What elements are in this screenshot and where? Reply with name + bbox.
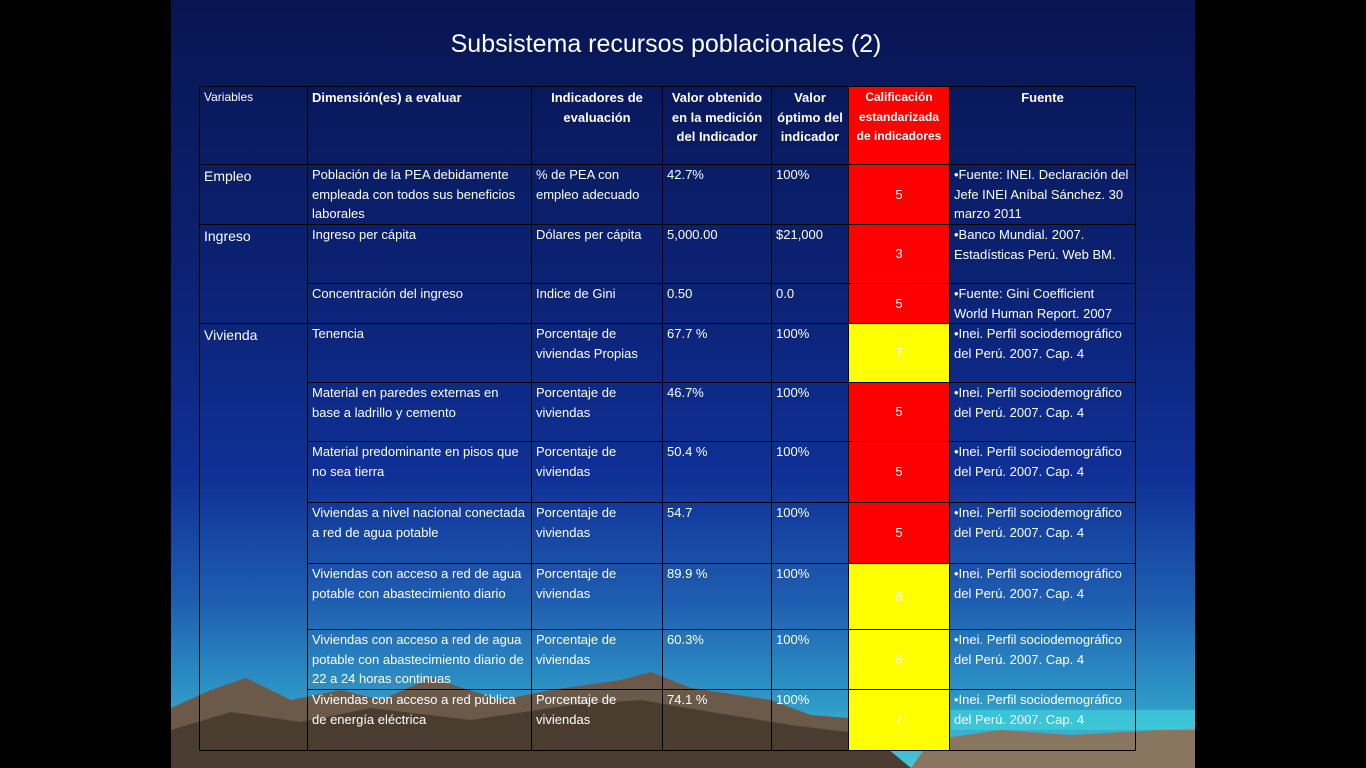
value-cell: 5,000.00 [662,224,772,284]
score-cell: 5 [848,283,950,324]
source-cell: •Inei. Perfil sociodemográfico del Perú.… [949,502,1136,564]
score-cell: 5 [848,164,950,225]
value-cell: 46.7% [662,382,772,442]
dimension-cell: Viviendas con acceso a red de agua potab… [307,563,532,630]
optimum-cell: 100% [771,502,849,564]
header-cell: Dimensión(es) a evaluar [307,86,532,165]
optimum-cell: 100% [771,563,849,630]
optimum-cell: 100% [771,323,849,383]
indicator-cell: Porcentaje de viviendas [531,689,663,751]
source-cell: •Inei. Perfil sociodemográfico del Perú.… [949,563,1136,630]
source-cell: •Fuente: Gini Coefficient World Human Re… [949,283,1136,324]
table-row: Viviendas con acceso a red de agua potab… [200,563,1136,630]
value-cell: 67.7 % [662,323,772,383]
variable-cell: Ingreso [199,224,308,324]
source-cell: •Inei. Perfil sociodemográfico del Perú.… [949,323,1136,383]
indicator-cell: Dólares per cápita [531,224,663,284]
score-cell: 6 [848,629,950,690]
indicator-cell: Porcentaje de viviendas Propias [531,323,663,383]
table-row: Vivienda Tenencia Porcentaje de viviendas … [199,323,1136,751]
header-cell: Calificación estandarizada de indicadore… [848,86,950,165]
table-row: Viviendas a nivel nacional conectada a r… [200,502,1136,564]
dimension-cell: Viviendas a nivel nacional conectada a r… [307,502,532,564]
dimension-cell: Concentración del ingreso [307,283,532,324]
value-cell: 42.7% [662,164,772,225]
slide: Subsistema recursos poblacionales (2) Va… [171,0,1195,768]
header-cell: Fuente [949,86,1136,165]
indicator-cell: % de PEA con empleo adecuado [531,164,663,225]
optimum-cell: 0.0 [771,283,849,324]
score-cell: 7 [848,689,950,751]
table-row: Material en paredes externas en base a l… [200,382,1136,442]
dimension-cell: Viviendas con acceso a red de agua potab… [307,629,532,690]
value-cell: 50.4 % [662,441,772,503]
value-cell: 74.1 % [662,689,772,751]
data-table: Variables Dimensión(es) a evaluar Indicado… [199,86,1136,751]
table-row: Material predominante en pisos que no se… [200,441,1136,503]
table-row: Viviendas con acceso a red pública de en… [200,689,1136,751]
table-row: Ingreso Ingreso per cápita Dólares per cáp… [199,224,1136,324]
source-cell: •Banco Mundial. 2007. Estadísticas Perú.… [949,224,1136,284]
score-cell: 7 [848,323,950,383]
dimension-cell: Material en paredes externas en base a l… [307,382,532,442]
indicator-cell: Porcentaje de viviendas [531,382,663,442]
header-cell: Indicadores de evaluación [531,86,663,165]
source-cell: •Inei. Perfil sociodemográfico del Perú.… [949,441,1136,503]
header-cell: Valor óptimo del indicador [771,86,849,165]
source-cell: •Inei. Perfil sociodemográfico del Perú.… [949,629,1136,690]
dimension-cell: Población de la PEA debidamente empleada… [307,164,532,225]
score-cell: 5 [848,441,950,503]
optimum-cell: $21,000 [771,224,849,284]
score-cell: 5 [848,382,950,442]
variable-cell: Vivienda [199,323,308,751]
indicator-cell: Porcentaje de viviendas [531,563,663,630]
optimum-cell: 100% [771,382,849,442]
dimension-cell: Ingreso per cápita [307,224,532,284]
optimum-cell: 100% [771,441,849,503]
score-cell: 3 [848,224,950,284]
dimension-cell: Material predominante en pisos que no se… [307,441,532,503]
value-cell: 0.50 [662,283,772,324]
dimension-cell: Tenencia [307,323,532,383]
value-cell: 60.3% [662,629,772,690]
optimum-cell: 100% [771,689,849,751]
optimum-cell: 100% [771,629,849,690]
header-cell: Variables [199,86,308,165]
header-row: Variables Dimensión(es) a evaluar Indicado… [199,86,1136,165]
slide-title: Subsistema recursos poblacionales (2) [450,30,882,58]
indicator-cell: Porcentaje de viviendas [531,502,663,564]
source-cell: •Inei. Perfil sociodemográfico del Perú.… [949,689,1136,751]
score-cell: 5 [848,502,950,564]
value-cell: 54.7 [662,502,772,564]
dimension-cell: Viviendas con acceso a red pública de en… [307,689,532,751]
source-cell: •Inei. Perfil sociodemográfico del Perú.… [949,382,1136,442]
indicator-cell: Indice de Gini [531,283,663,324]
source-cell: •Fuente: INEI. Declaración del Jefe INEI… [949,164,1136,225]
table-row: Concentración del ingreso Indice de Gini 0… [200,283,1136,324]
optimum-cell: 100% [771,164,849,225]
variable-cell: Empleo [199,164,308,225]
value-cell: 89.9 % [662,563,772,630]
indicator-cell: Porcentaje de viviendas [531,629,663,690]
score-cell: 8 [848,563,950,630]
header-cell: Valor obtenido en la medición del Indica… [662,86,772,165]
table-row: Viviendas con acceso a red de agua potab… [200,629,1136,690]
table-row: Empleo Población de la PEA debidamente em… [199,164,1136,225]
indicator-cell: Porcentaje de viviendas [531,441,663,503]
